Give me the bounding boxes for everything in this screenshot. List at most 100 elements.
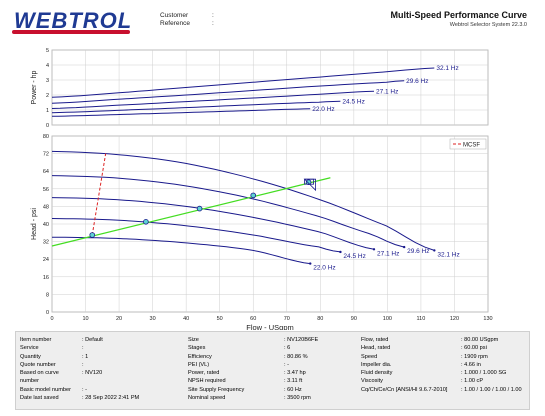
info-row: Impeller dia.: 4.66 in [361, 361, 522, 369]
operating-point [305, 179, 312, 186]
info-row: Nominal speed: 3500 rpm [188, 394, 318, 402]
legend-mcsf-label: MCSF [463, 142, 480, 148]
head-x-tick-label: 130 [483, 316, 492, 322]
info-row: Cq/Ch/Ce/Cn [ANSI/HI 9.6.7-2010] : 1.00 /… [361, 386, 522, 394]
info-label: Stages [188, 345, 206, 352]
info-value: : 80.86 % [284, 353, 308, 360]
power-curve-29-6-hz [51, 80, 405, 104]
reference-label: Reference [160, 20, 190, 27]
info-value: : NV120 [82, 370, 103, 377]
info-label: Cq/Ch/Ce/Cn [ANSI/HI 9.6.7-2010] [361, 386, 448, 393]
info-value: : 3.11 ft [284, 378, 303, 385]
page-subtitle: Webtrol Selector System 22.3.0 [449, 22, 527, 28]
head-x-tick-label: 90 [351, 316, 357, 322]
head-curve-end-27-1-hz [372, 248, 376, 251]
info-value [82, 377, 139, 385]
info-value: : [82, 345, 84, 352]
info-label: Size [188, 337, 199, 343]
power-y-tick-label: 1 [46, 108, 49, 114]
head-x-tick-label: 70 [284, 316, 290, 322]
info-row: Efficiency : 80.86 % [188, 353, 318, 361]
customer-value: : [212, 12, 214, 19]
info-label: number [20, 378, 39, 385]
info-row: Fluid density: 1.000 / 1.000 SG [361, 369, 522, 377]
info-row: NPSH required : 3.11 ft [188, 377, 318, 385]
info-label: Basic model number [20, 386, 71, 393]
info-row: Based on curve : NV120 [20, 369, 139, 377]
info-value: : 6 [284, 345, 291, 352]
head-y-tick-label: 64 [43, 169, 49, 175]
info-value: : 60 Hz [284, 386, 302, 393]
info-label: Power, rated [188, 370, 220, 377]
system-curve [51, 177, 331, 247]
power-curve-label-29-6-hz: 29.6 Hz [406, 78, 428, 85]
head-curve-22-0-hz [51, 236, 311, 265]
info-row: Site Supply Frequency: 60 Hz [188, 386, 318, 394]
info-label: Viscosity [361, 378, 383, 385]
info-label: Based on curve [20, 370, 59, 377]
info-row: Quote number: [20, 361, 139, 369]
info-value: : 80.00 USgpm [461, 337, 499, 343]
head-x-tick-label: 40 [183, 316, 189, 322]
info-row: Flow, rated: 80.00 USgpm [361, 336, 522, 344]
head-curve-end-22-0-hz [309, 262, 312, 265]
info-value: : NV120B6FE [284, 337, 319, 343]
info-label: NPSH required [188, 378, 226, 385]
info-value: : 1 [82, 353, 89, 360]
info-value: : 60.00 psi [461, 345, 487, 352]
power-y-tick-label: 2 [46, 93, 49, 99]
info-row: Item number: Default [20, 336, 139, 344]
head-y-tick-label: 16 [43, 275, 49, 281]
head-y-tick-label: 48 [43, 204, 49, 210]
head-x-tick-label: 50 [217, 316, 223, 322]
info-row: Power, rated: 3.47 hp [188, 369, 318, 377]
operating-point [89, 232, 96, 238]
head-x-tick-label: 10 [82, 316, 88, 322]
info-label: Head, rated [361, 345, 391, 352]
info-row: Viscosity: 1.00 cP [361, 377, 522, 385]
head-y-tick-label: 72 [43, 152, 49, 158]
info-column-3: Flow, rated: 80.00 USgpm Head, rated : 60.… [361, 336, 522, 394]
info-row: Speed: 1909 rpm [361, 353, 522, 361]
power-curve-27-1-hz [51, 90, 375, 109]
info-label: Quote number [20, 361, 56, 368]
info-label: Fluid density [361, 370, 393, 377]
operating-point [250, 192, 257, 199]
head-curve-label-32-1-hz: 32.1 Hz [437, 251, 459, 258]
power-curve-label-22-0-hz: 22.0 Hz [312, 106, 334, 113]
webtrol-logo: WEBTROL [14, 8, 133, 33]
head-x-tick-label: 80 [317, 316, 323, 322]
head-x-tick-label: 100 [383, 316, 392, 322]
head-y-tick-label: 8 [46, 292, 49, 298]
mcsf-line [91, 153, 107, 236]
page-title: Multi-Speed Performance Curve [390, 10, 527, 20]
head-y-tick-label: 24 [43, 257, 49, 263]
power-y-tick-label: 4 [46, 63, 49, 69]
head-curve-end-29-6-hz [402, 245, 406, 249]
info-value: : 28 Sep 2022 2:41 PM [82, 395, 140, 402]
reference-value: : [212, 20, 214, 27]
info-value: : 4.66 in [461, 361, 481, 368]
head-x-tick-label: 60 [250, 316, 256, 322]
head-curve-label-29-6-hz: 29.6 Hz [407, 248, 429, 255]
head-y-tick-label: 32 [43, 240, 49, 246]
head-y-axis-label: Head - psi [31, 208, 38, 240]
info-label: Efficiency [188, 353, 212, 360]
info-label: Speed [361, 353, 378, 360]
info-row: Size : NV120B6FE [188, 336, 318, 344]
power-curve-32-1-hz [51, 67, 435, 98]
logo-swoosh [12, 30, 130, 34]
info-row: PEI (VL): - [188, 361, 318, 369]
head-curve-27-1-hz [51, 197, 375, 250]
info-label: Date last saved [20, 395, 59, 402]
head-y-tick-label: 40 [43, 222, 49, 228]
head-y-tick-label: 0 [46, 310, 49, 316]
head-x-tick-label: 110 [417, 316, 426, 322]
power-curve-label-27-1-hz: 27.1 Hz [376, 88, 398, 95]
head-curve-end-24-5-hz [339, 250, 342, 254]
head-curve-32-1-hz [51, 150, 435, 251]
info-value: : 1.00 / 1.00 / 1.00 / 1.00 [461, 386, 522, 393]
head-x-tick-label: 30 [150, 316, 156, 322]
